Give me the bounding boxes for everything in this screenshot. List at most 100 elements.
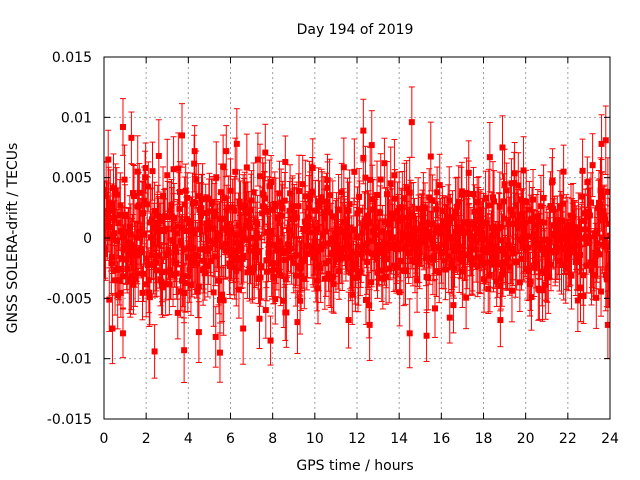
data-point (213, 174, 220, 181)
data-point (463, 294, 470, 301)
data-point (543, 237, 550, 244)
data-point (310, 243, 317, 250)
data-point (223, 148, 230, 155)
data-point (206, 237, 213, 244)
data-point (394, 208, 401, 215)
data-point (489, 225, 496, 232)
data-point (253, 254, 260, 261)
data-point (310, 251, 317, 258)
data-point (554, 218, 561, 225)
data-point (118, 255, 125, 262)
data-point (160, 193, 167, 200)
data-point (406, 232, 413, 239)
axis-ticks: 0 2 4 6 8 10 12 14 16 18 20 22 24-0.015-0.01-0.00500… (47, 50, 619, 447)
data-point (198, 205, 205, 212)
data-point (510, 211, 517, 218)
data-point (492, 243, 499, 250)
data-point (372, 224, 379, 231)
data-point (247, 247, 254, 254)
data-point (167, 266, 174, 273)
data-point (444, 227, 451, 234)
data-point (505, 242, 512, 249)
data-point (274, 245, 281, 252)
data-point (568, 272, 575, 279)
data-point (302, 193, 309, 200)
data-point (493, 278, 500, 285)
data-point (239, 237, 246, 244)
data-point (547, 261, 554, 268)
data-point (122, 212, 129, 219)
data-point (356, 207, 363, 214)
data-point (371, 231, 378, 238)
x-tick-label: 10 (306, 431, 324, 447)
data-point (262, 307, 269, 314)
data-point (429, 197, 436, 204)
data-point (225, 204, 232, 211)
data-point (291, 209, 298, 216)
data-point (261, 195, 268, 202)
data-point (172, 249, 179, 256)
data-point (278, 245, 285, 252)
data-point (508, 287, 515, 294)
data-point (188, 227, 195, 234)
data-point (319, 198, 326, 205)
x-axis-label: GPS time / hours (296, 458, 413, 474)
data-point (234, 256, 241, 263)
data-point (426, 194, 433, 201)
data-point (471, 220, 478, 227)
data-point (321, 215, 328, 222)
data-point (579, 193, 586, 200)
data-point (416, 252, 423, 259)
data-point (274, 214, 281, 221)
data-point (456, 243, 463, 250)
data-point (416, 258, 423, 265)
data-point (345, 207, 352, 214)
data-point (170, 271, 177, 278)
data-point (479, 246, 486, 253)
data-point (497, 275, 504, 282)
data-point (227, 187, 234, 194)
data-point (503, 260, 510, 267)
data-point (124, 247, 131, 254)
data-point (143, 255, 150, 262)
data-point (595, 199, 602, 206)
data-point (477, 258, 484, 265)
data-point (267, 228, 274, 235)
data-point (318, 246, 325, 253)
data-point (466, 230, 473, 237)
data-point (224, 224, 231, 231)
data-point (142, 164, 149, 171)
data-point (525, 268, 532, 275)
data-point (453, 228, 460, 235)
data-point (197, 226, 204, 233)
data-point (602, 137, 609, 144)
data-point (250, 189, 257, 196)
data-point (380, 252, 387, 259)
data-point (525, 244, 532, 251)
data-point (216, 296, 223, 303)
data-point (387, 180, 394, 187)
data-point (229, 204, 236, 211)
data-point (443, 233, 450, 240)
y-tick-label: 0.005 (52, 171, 92, 187)
data-point (230, 252, 237, 259)
data-point (171, 215, 178, 222)
data-point (405, 223, 412, 230)
data-point (381, 240, 388, 247)
data-point (327, 209, 334, 216)
data-point (497, 317, 504, 324)
data-point (452, 209, 459, 216)
data-point (567, 246, 574, 253)
data-point (292, 272, 299, 279)
data-point (588, 267, 595, 274)
data-point (560, 200, 567, 207)
data-point (186, 220, 193, 227)
data-point (139, 289, 146, 296)
data-point (181, 347, 188, 354)
data-point (313, 277, 320, 284)
data-point (329, 251, 336, 258)
data-point (405, 250, 412, 257)
data-point (331, 238, 338, 245)
data-point (369, 228, 376, 235)
data-point (172, 244, 179, 251)
